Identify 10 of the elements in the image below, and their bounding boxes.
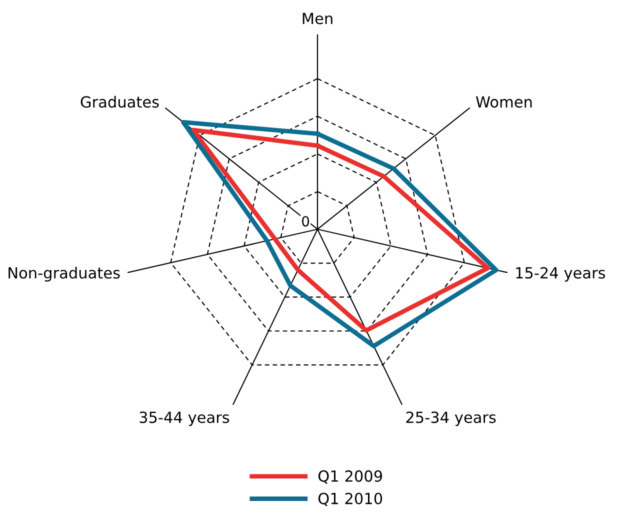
text: 0 (302, 216, 310, 227)
spoke-label: 35-44 years (140, 412, 230, 426)
spoke-label: Men (302, 12, 332, 24)
spoke-label: Women (476, 96, 532, 108)
legend-label: Q1 2009 (318, 470, 382, 484)
legend-label: Q1 2010 (318, 492, 382, 506)
spoke-label: 15-24 years (516, 267, 606, 282)
spoke-label: 25-34 years (406, 412, 496, 426)
spoke-label: Graduates (80, 96, 159, 108)
spoke-label: Non-graduates (8, 266, 120, 282)
